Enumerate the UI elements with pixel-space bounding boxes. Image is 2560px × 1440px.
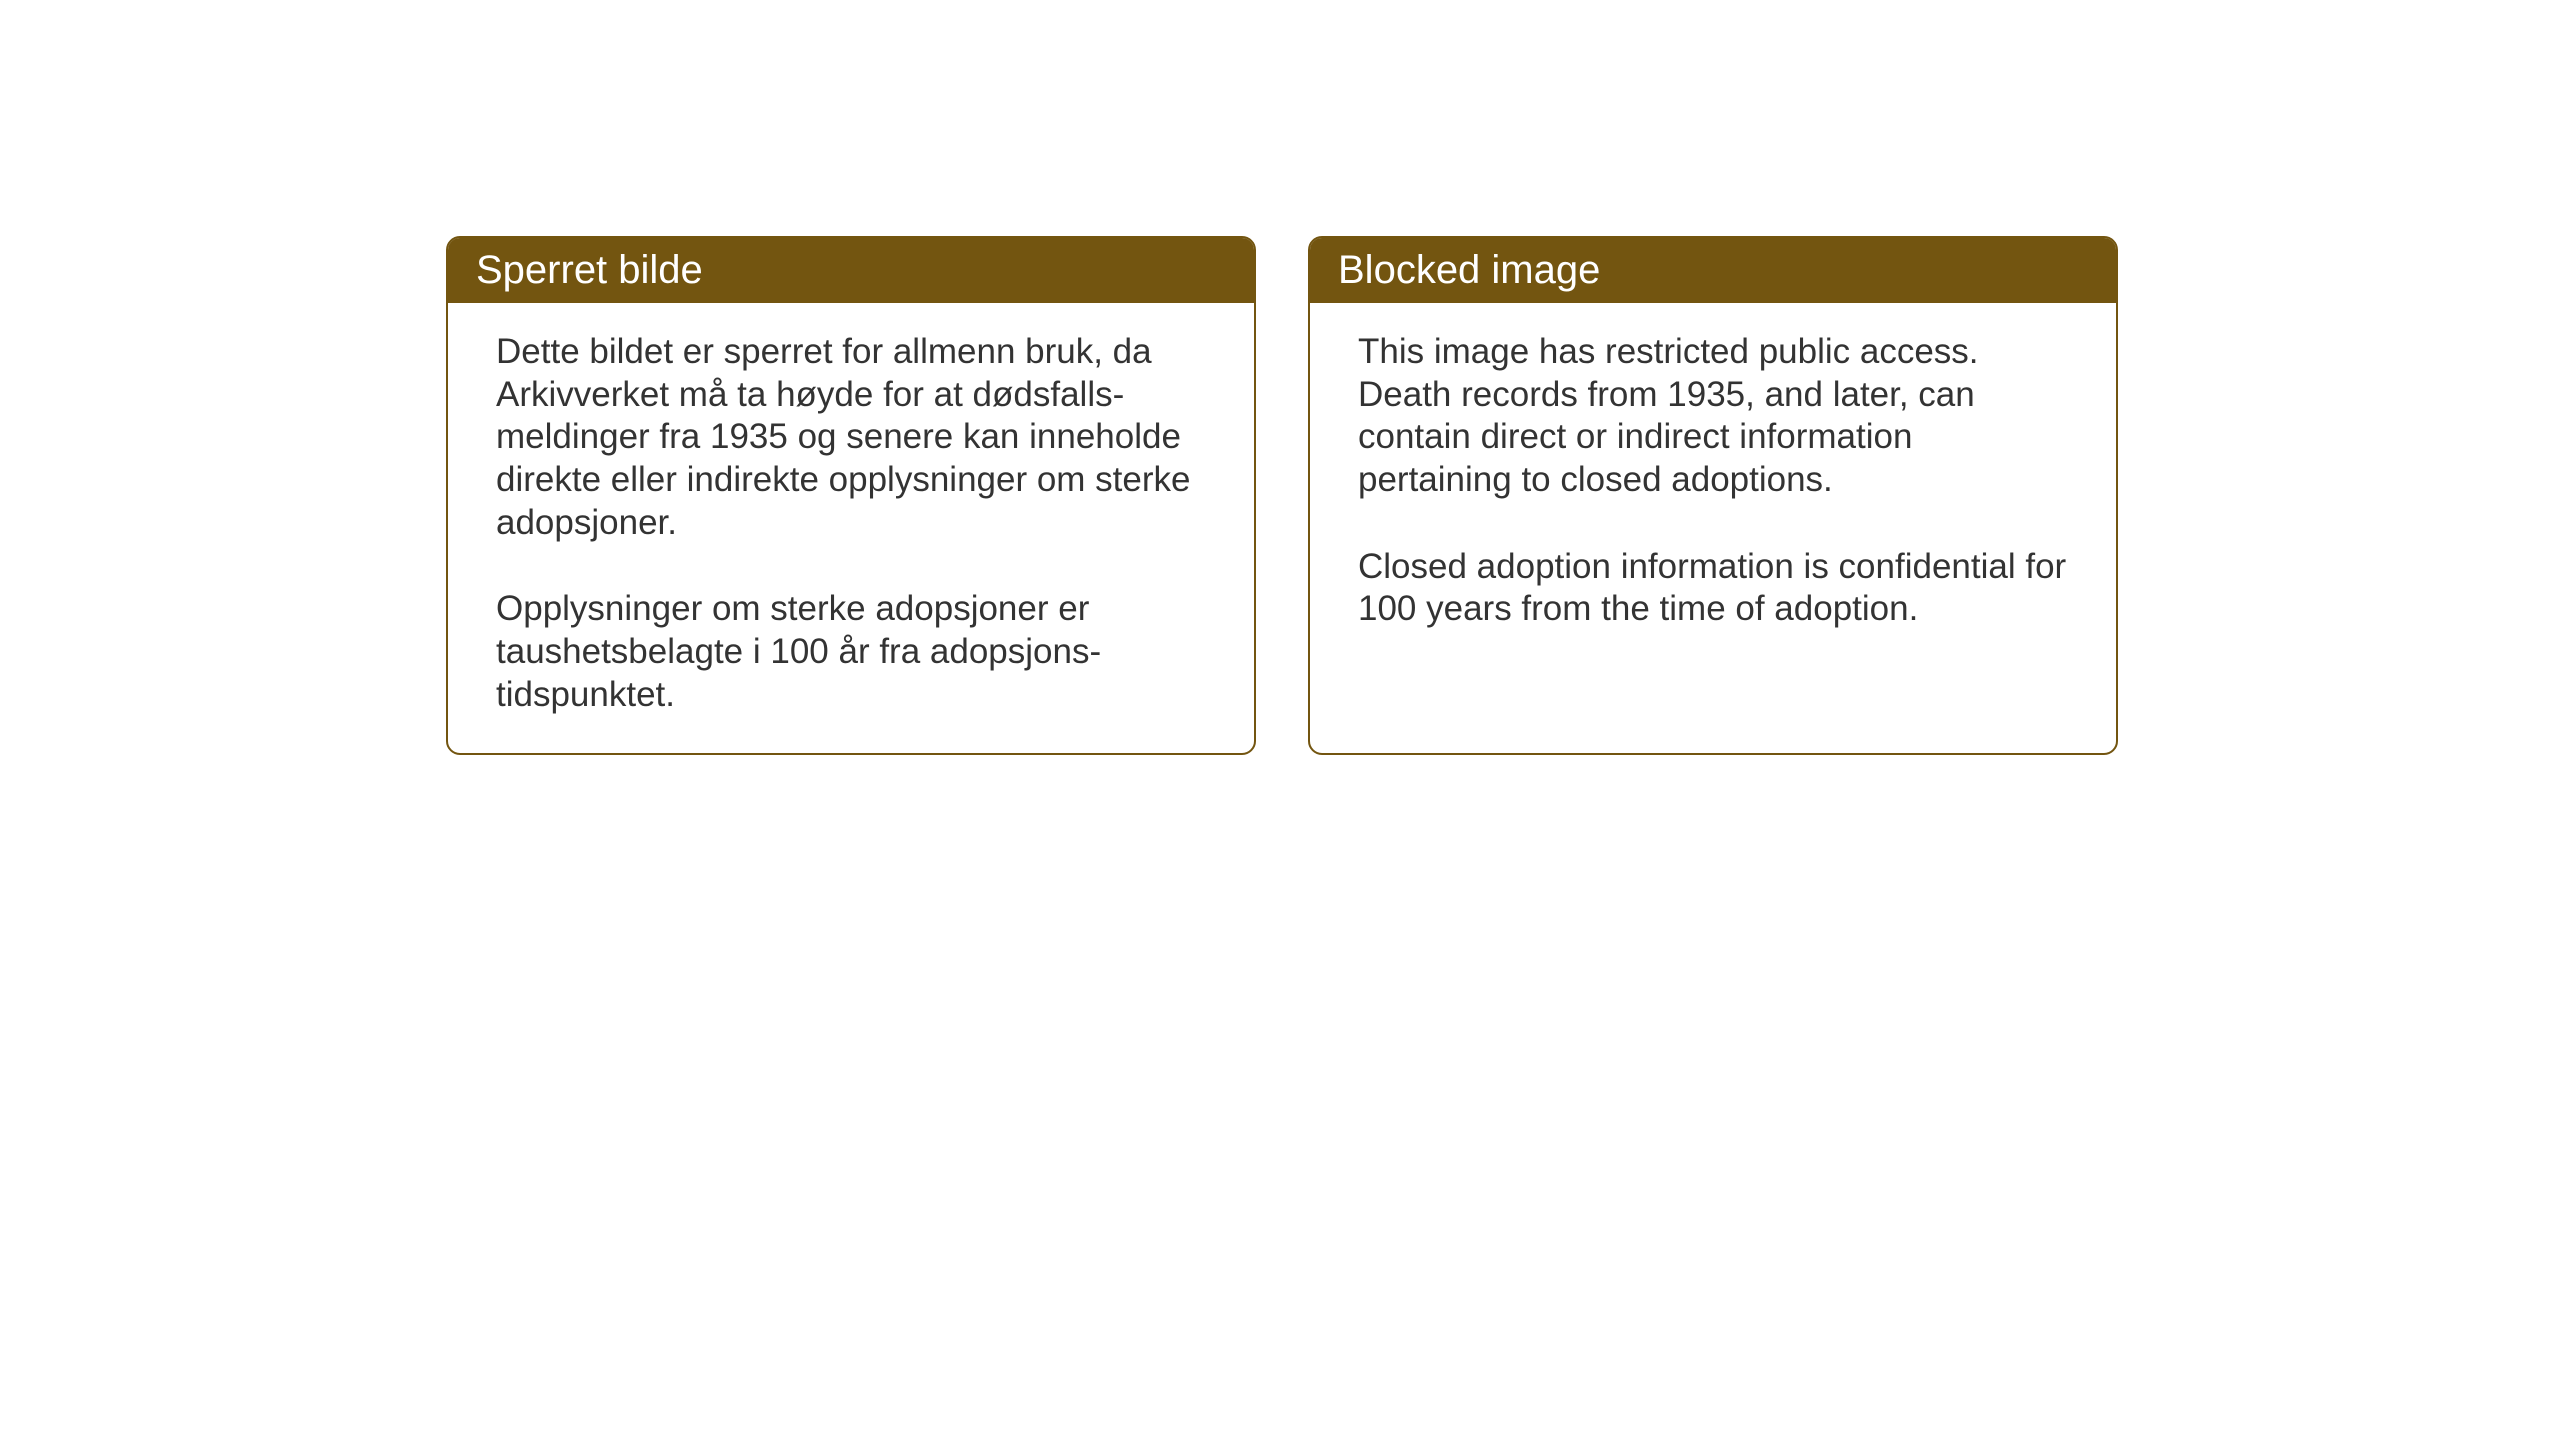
- card-paragraph: Closed adoption information is confident…: [1358, 546, 2068, 631]
- card-title: Sperret bilde: [476, 248, 703, 292]
- card-title: Blocked image: [1338, 248, 1600, 292]
- card-paragraph: Opplysninger om sterke adopsjoner er tau…: [496, 588, 1206, 716]
- notice-card-norwegian: Sperret bilde Dette bildet er sperret fo…: [446, 236, 1256, 755]
- card-paragraph: This image has restricted public access.…: [1358, 331, 2068, 502]
- notice-container: Sperret bilde Dette bildet er sperret fo…: [446, 236, 2118, 755]
- card-body: This image has restricted public access.…: [1310, 303, 2116, 667]
- notice-card-english: Blocked image This image has restricted …: [1308, 236, 2118, 755]
- card-body: Dette bildet er sperret for allmenn bruk…: [448, 303, 1254, 753]
- card-header: Sperret bilde: [448, 238, 1254, 303]
- card-paragraph: Dette bildet er sperret for allmenn bruk…: [496, 331, 1206, 544]
- card-header: Blocked image: [1310, 238, 2116, 303]
